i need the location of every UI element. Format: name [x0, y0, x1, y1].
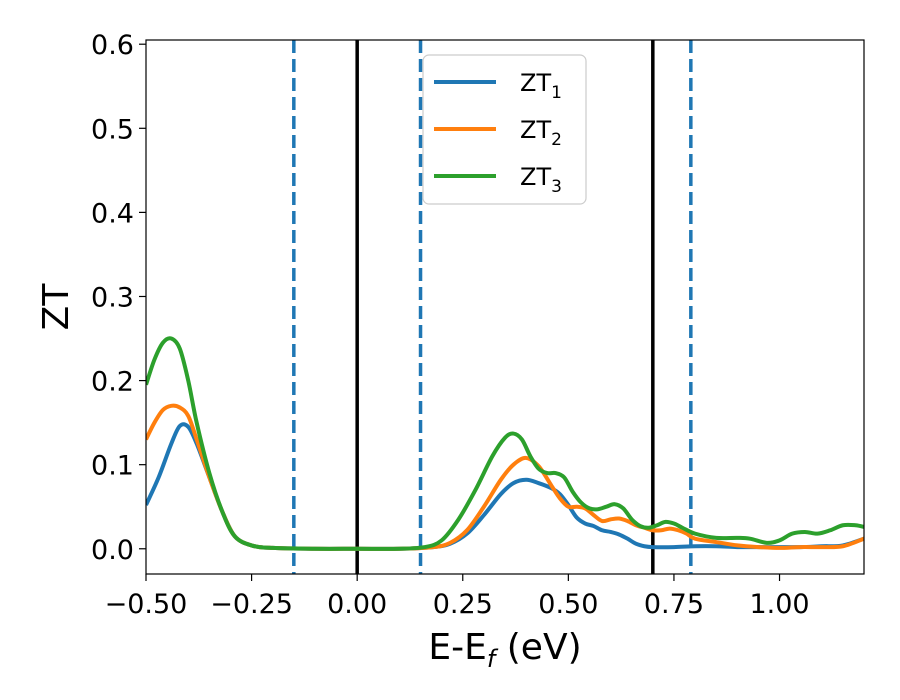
x-axis-ticks: −0.50 −0.25 0.00 0.25 0.50 0.75 1.00	[105, 574, 810, 620]
plot-frame	[145, 39, 865, 575]
x-tick-label: 0.50	[538, 589, 598, 620]
y-axis-label: ZT	[36, 283, 77, 331]
x-tick-label: −0.50	[105, 589, 188, 620]
series-line-zt3	[146, 336, 864, 551]
x-tick-label: 0.25	[433, 589, 493, 620]
y-tick-label: 0.2	[91, 367, 134, 398]
x-tick-label: 1.00	[749, 589, 809, 620]
y-tick-label: 0.1	[91, 451, 134, 482]
y-axis-ticks: 0.0 0.1 0.2 0.3 0.4 0.5 0.6	[91, 30, 146, 566]
y-tick-label: 0.5	[91, 114, 134, 145]
series-lines	[146, 336, 864, 551]
y-tick-label: 0.3	[91, 282, 134, 313]
y-tick-label: 0.4	[91, 198, 134, 229]
legend-label-zt2: ZT2	[520, 116, 562, 150]
legend-items: ZT1 ZT2 ZT3	[434, 69, 562, 197]
y-tick-label: 0.0	[91, 535, 134, 566]
legend-label-zt3: ZT3	[520, 163, 562, 197]
x-tick-label: 0.00	[327, 589, 387, 620]
x-tick-label: −0.25	[210, 589, 293, 620]
legend-label-zt1: ZT1	[520, 69, 562, 103]
x-tick-label: 0.75	[644, 589, 704, 620]
y-tick-label: 0.6	[91, 30, 134, 61]
legend: ZT1 ZT2 ZT3	[422, 54, 587, 205]
x-axis-label: E-Ef (eV)	[428, 627, 581, 673]
reference-lines	[292, 40, 693, 574]
legend-frame	[422, 54, 587, 205]
